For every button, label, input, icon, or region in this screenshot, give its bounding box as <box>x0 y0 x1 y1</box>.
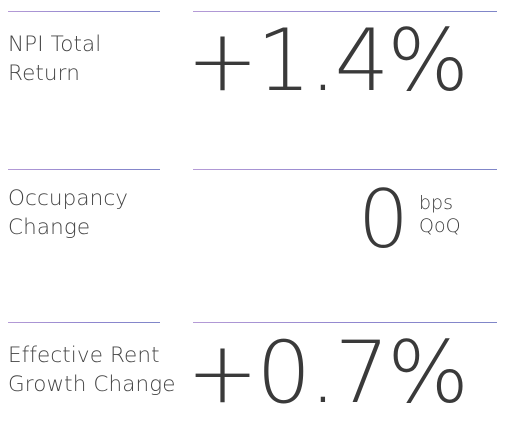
metric-value-npi-total-return: +1.4% <box>186 11 469 111</box>
metric-unit-line: QoQ <box>419 215 461 237</box>
metric-unit-line: bps <box>419 192 454 214</box>
metric-label-line: Effective Rent <box>8 343 160 368</box>
divider-right-2 <box>193 169 497 170</box>
metric-value-effective-rent-growth-change: +0.7% <box>186 323 469 423</box>
metric-label-line: Occupancy <box>8 186 129 211</box>
divider-right-3 <box>193 322 497 323</box>
metric-value-occupancy-change: 0 <box>358 173 409 266</box>
metric-label-npi-total-return: NPI Total Return <box>8 30 188 88</box>
metric-label-line: Change <box>8 215 91 240</box>
divider-left-1 <box>8 11 160 12</box>
metric-label-line: Return <box>8 61 80 86</box>
divider-left-2 <box>8 169 160 170</box>
metric-label-line: NPI Total <box>8 32 102 57</box>
divider-right-1 <box>193 11 497 12</box>
divider-left-3 <box>8 322 160 323</box>
metric-label-effective-rent-growth-change: Effective Rent Growth Change <box>8 341 188 399</box>
metric-label-line: Growth Change <box>8 372 176 397</box>
metric-unit-occupancy-change: bps QoQ <box>419 192 461 238</box>
metric-label-occupancy-change: Occupancy Change <box>8 184 188 242</box>
